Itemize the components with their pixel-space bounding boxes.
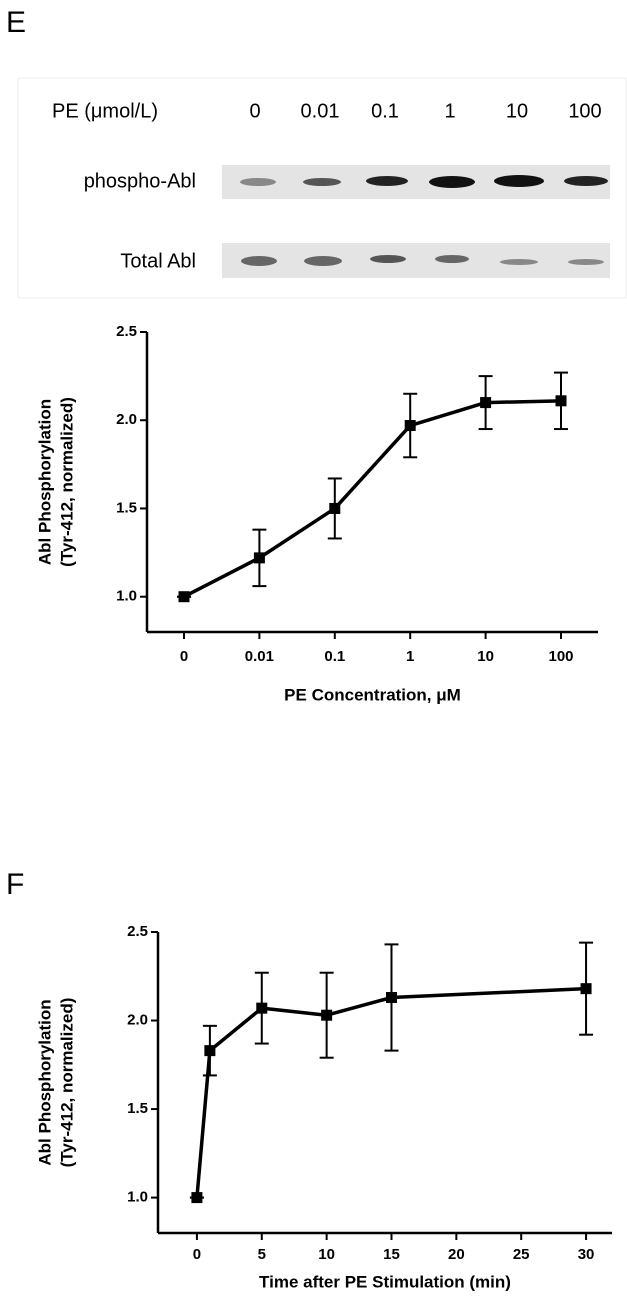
y-tick-label: 2.0 (116, 411, 137, 428)
blot-strip (222, 243, 610, 278)
data-point (256, 1002, 268, 1014)
band (568, 259, 604, 265)
data-point (321, 1009, 333, 1021)
y-axis-label: (Tyr-412, normalized) (57, 998, 76, 1168)
x-tick-label: 100 (548, 648, 573, 665)
x-tick-label: 10 (318, 1246, 335, 1263)
data-point (580, 983, 592, 995)
data-point (329, 502, 341, 514)
y-axis-label: (Tyr-412, normalized) (57, 397, 76, 567)
x-tick-label: 0 (180, 648, 188, 665)
x-tick-label: 0 (193, 1246, 201, 1263)
y-axis-label: Abl Phosphorylation (35, 999, 54, 1165)
data-point (385, 992, 397, 1004)
blot-header: PE (μmol/L) (52, 100, 158, 122)
x-axis-label: PE Concentration, μM (284, 685, 461, 704)
band (564, 176, 608, 186)
blot-lane-label: 1 (444, 100, 455, 122)
data-point (253, 552, 265, 564)
data-point (178, 591, 190, 603)
blot-lane-label: 0.01 (301, 100, 340, 122)
x-tick-label: 30 (578, 1246, 595, 1263)
x-tick-label: 20 (448, 1246, 465, 1263)
y-tick-label: 2.0 (127, 1011, 148, 1028)
x-tick-label: 10 (477, 648, 494, 665)
blot-lane-label: 0 (249, 100, 260, 122)
blot-row-label: Total Abl (120, 250, 196, 272)
x-axis-label: Time after PE Stimulation (min) (259, 1272, 511, 1291)
band (303, 178, 341, 186)
blot-bands (240, 175, 608, 266)
x-tick-label: 15 (383, 1246, 400, 1263)
band (494, 175, 544, 187)
x-tick-label: 5 (258, 1246, 266, 1263)
band (304, 256, 342, 266)
blot-lane-label: 0.1 (371, 100, 399, 122)
data-point (555, 395, 567, 407)
data-point (480, 397, 492, 409)
panel-label: E (6, 6, 26, 39)
blot-strip (222, 165, 610, 199)
data-point (404, 420, 416, 432)
y-tick-label: 1.5 (127, 1100, 148, 1117)
band (370, 255, 406, 263)
data-point (204, 1045, 216, 1057)
data-point (191, 1192, 203, 1204)
band (366, 176, 408, 186)
band (435, 255, 469, 263)
band (500, 259, 538, 265)
blot-row-label: phospho-Abl (84, 170, 196, 192)
blot-lane-label: 100 (568, 100, 601, 122)
band (240, 178, 276, 186)
data-line (183, 399, 562, 599)
band (241, 256, 277, 266)
x-tick-label: 25 (513, 1246, 530, 1263)
y-tick-label: 1.5 (116, 499, 137, 516)
blot-frame (17, 77, 627, 299)
band (429, 176, 475, 188)
x-tick-label: 1 (406, 648, 414, 665)
y-tick-label: 2.5 (116, 323, 137, 340)
y-tick-label: 2.5 (127, 923, 148, 940)
x-tick-label: 0.1 (324, 648, 345, 665)
y-tick-label: 1.0 (127, 1189, 148, 1206)
blot-lane-label: 10 (506, 100, 528, 122)
y-tick-label: 1.0 (116, 588, 137, 605)
x-tick-label: 0.01 (245, 648, 274, 665)
panel-label: F (6, 868, 24, 901)
y-axis-label: Abl Phosphorylation (35, 399, 54, 565)
